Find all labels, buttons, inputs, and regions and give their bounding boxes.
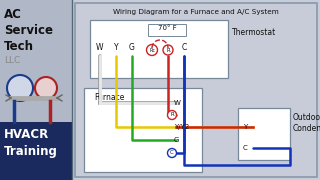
Text: HVACR: HVACR bbox=[4, 128, 49, 141]
Text: Y/Y2: Y/Y2 bbox=[174, 124, 189, 130]
Text: C: C bbox=[170, 150, 174, 156]
Text: W: W bbox=[96, 42, 104, 51]
Bar bbox=[0, 0, 72, 122]
Bar bbox=[90, 20, 228, 78]
Text: Wiring Diagram for a Furnace and A/C System: Wiring Diagram for a Furnace and A/C Sys… bbox=[113, 9, 279, 15]
Circle shape bbox=[147, 44, 157, 55]
Text: Training: Training bbox=[4, 145, 58, 158]
Text: Thermostat: Thermostat bbox=[232, 28, 276, 37]
Bar bbox=[148, 24, 186, 36]
Text: Tech: Tech bbox=[4, 40, 34, 53]
Circle shape bbox=[7, 75, 33, 101]
Circle shape bbox=[163, 45, 173, 55]
Text: Furnace: Furnace bbox=[94, 93, 124, 102]
Text: R: R bbox=[170, 112, 174, 118]
Bar bbox=[0, 122, 72, 180]
Text: Rc: Rc bbox=[149, 48, 155, 53]
Bar bbox=[84, 88, 202, 172]
Text: C: C bbox=[243, 145, 248, 151]
Text: Service: Service bbox=[4, 24, 53, 37]
Text: AC: AC bbox=[4, 8, 22, 21]
Circle shape bbox=[35, 77, 57, 99]
Text: Y: Y bbox=[114, 42, 118, 51]
Circle shape bbox=[167, 111, 177, 120]
Bar bbox=[75, 3, 317, 177]
Bar bbox=[72, 0, 320, 180]
Text: R: R bbox=[166, 48, 170, 53]
Text: W: W bbox=[174, 100, 181, 106]
Text: Y: Y bbox=[243, 124, 247, 130]
Text: G: G bbox=[129, 42, 135, 51]
Text: G: G bbox=[174, 137, 180, 143]
Text: 70° F: 70° F bbox=[158, 25, 176, 31]
Text: Condenser: Condenser bbox=[293, 124, 320, 133]
Text: LLC: LLC bbox=[4, 56, 20, 65]
Text: C: C bbox=[181, 42, 187, 51]
Bar bbox=[238, 108, 290, 160]
Circle shape bbox=[167, 148, 177, 158]
Text: Outdoor: Outdoor bbox=[293, 113, 320, 122]
